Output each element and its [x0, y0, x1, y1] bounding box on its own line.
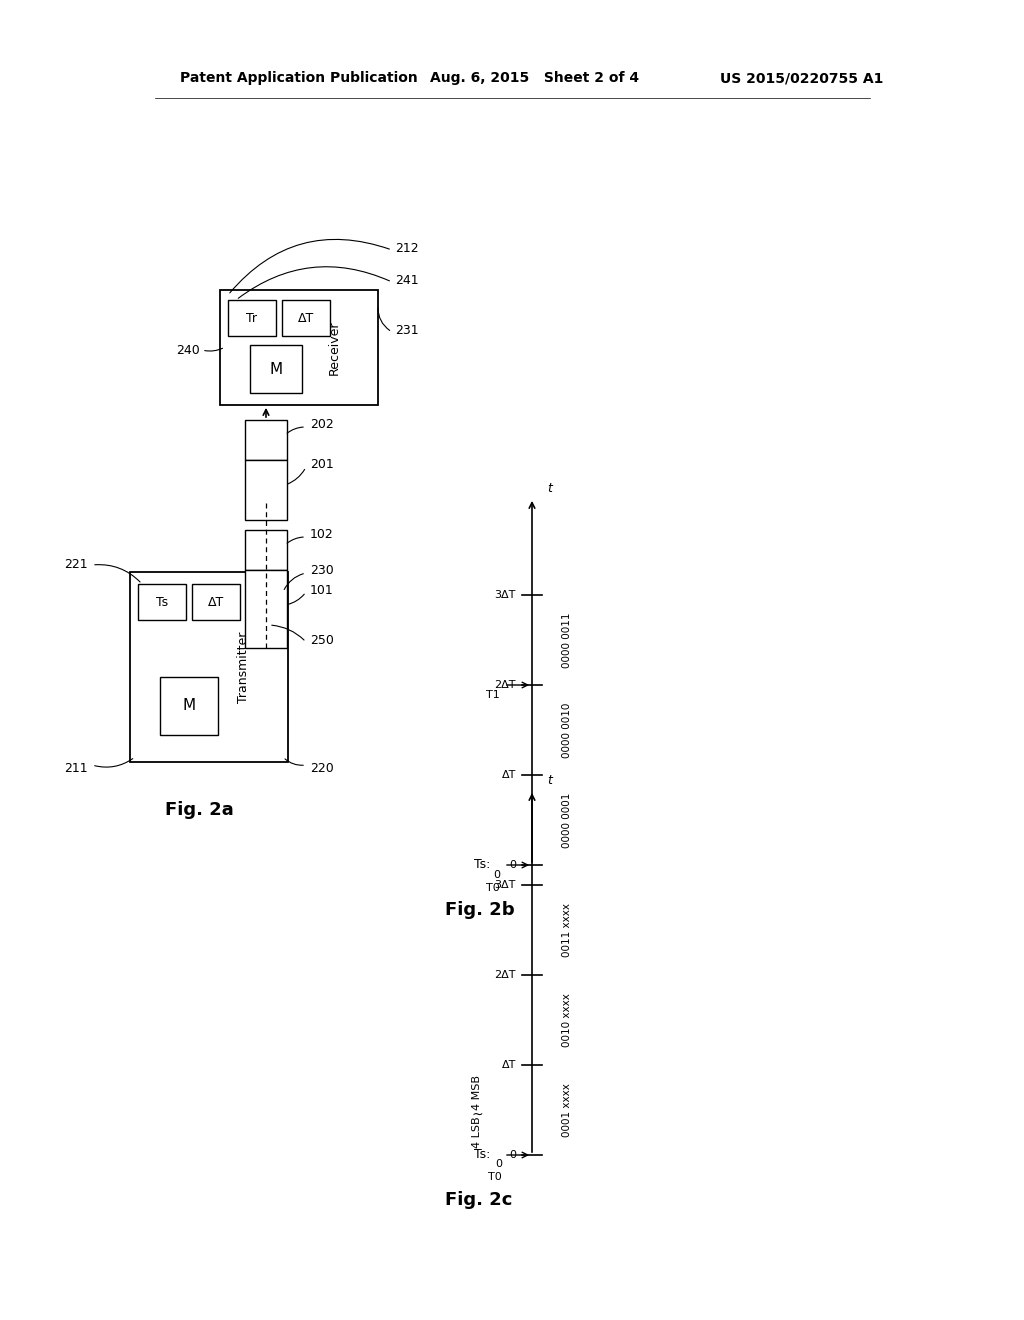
Text: 0000 0011: 0000 0011	[562, 612, 572, 668]
Bar	[193, 583, 240, 620]
Text: ΔT: ΔT	[502, 1060, 516, 1071]
Text: ΔT: ΔT	[298, 312, 314, 325]
Text: 2ΔT: 2ΔT	[495, 970, 516, 979]
Text: 201: 201	[310, 458, 334, 471]
Bar	[160, 677, 218, 735]
Bar	[228, 300, 276, 337]
Text: 2ΔT: 2ΔT	[495, 680, 516, 690]
Bar	[282, 300, 330, 337]
Text: 102: 102	[310, 528, 334, 541]
Text: 4 MSB: 4 MSB	[472, 1074, 482, 1110]
Text: 0001 xxxx: 0001 xxxx	[562, 1084, 572, 1137]
Text: Ts: Ts	[156, 595, 168, 609]
Text: ΔT: ΔT	[502, 770, 516, 780]
Text: T0: T0	[486, 883, 500, 894]
Text: ΔT: ΔT	[208, 595, 224, 609]
Text: Ts:: Ts:	[474, 1148, 490, 1162]
Text: 231: 231	[395, 323, 419, 337]
Text: 3ΔT: 3ΔT	[495, 590, 516, 601]
Bar	[245, 420, 287, 459]
Text: ~: ~	[471, 1107, 482, 1122]
Text: Aug. 6, 2015   Sheet 2 of 4: Aug. 6, 2015 Sheet 2 of 4	[430, 71, 639, 84]
Text: 0: 0	[509, 1150, 516, 1160]
Text: 212: 212	[395, 242, 419, 255]
Text: 0: 0	[509, 861, 516, 870]
Bar	[245, 459, 287, 520]
Text: T0: T0	[488, 1172, 502, 1181]
Text: 211: 211	[65, 762, 88, 775]
Text: Transmitter: Transmitter	[238, 631, 250, 702]
Text: 220: 220	[310, 762, 334, 775]
Text: 0: 0	[493, 870, 500, 880]
Text: Ts:: Ts:	[474, 858, 490, 871]
Text: 250: 250	[310, 634, 334, 647]
Text: 101: 101	[310, 583, 334, 597]
Text: 0010 xxxx: 0010 xxxx	[562, 993, 572, 1047]
Text: 0: 0	[495, 1159, 502, 1170]
Text: T1: T1	[486, 690, 500, 700]
Text: M: M	[182, 698, 196, 714]
Text: 0000 0001: 0000 0001	[562, 792, 572, 847]
Bar	[130, 572, 288, 762]
Text: 0011 xxxx: 0011 xxxx	[562, 903, 572, 957]
Text: 0000 0010: 0000 0010	[562, 702, 572, 758]
Text: t: t	[547, 774, 552, 787]
Bar	[250, 345, 302, 393]
Text: 241: 241	[395, 273, 419, 286]
Text: US 2015/0220755 A1: US 2015/0220755 A1	[720, 71, 884, 84]
Text: 230: 230	[310, 564, 334, 577]
Text: Fig. 2c: Fig. 2c	[445, 1191, 512, 1209]
Text: 3ΔT: 3ΔT	[495, 880, 516, 890]
Text: 4 LSB: 4 LSB	[472, 1117, 482, 1148]
Text: Tr: Tr	[247, 312, 257, 325]
Text: Receiver: Receiver	[328, 321, 340, 375]
Text: Fig. 2b: Fig. 2b	[445, 902, 515, 919]
Text: 221: 221	[65, 557, 88, 570]
Bar	[245, 531, 287, 570]
Text: Fig. 2a: Fig. 2a	[165, 801, 233, 818]
Text: 240: 240	[176, 343, 200, 356]
Text: M: M	[269, 362, 283, 376]
Bar	[245, 570, 287, 648]
Text: t: t	[547, 482, 552, 495]
Bar	[220, 290, 378, 405]
Bar	[138, 583, 186, 620]
Text: 202: 202	[310, 418, 334, 432]
Text: Patent Application Publication: Patent Application Publication	[180, 71, 418, 84]
